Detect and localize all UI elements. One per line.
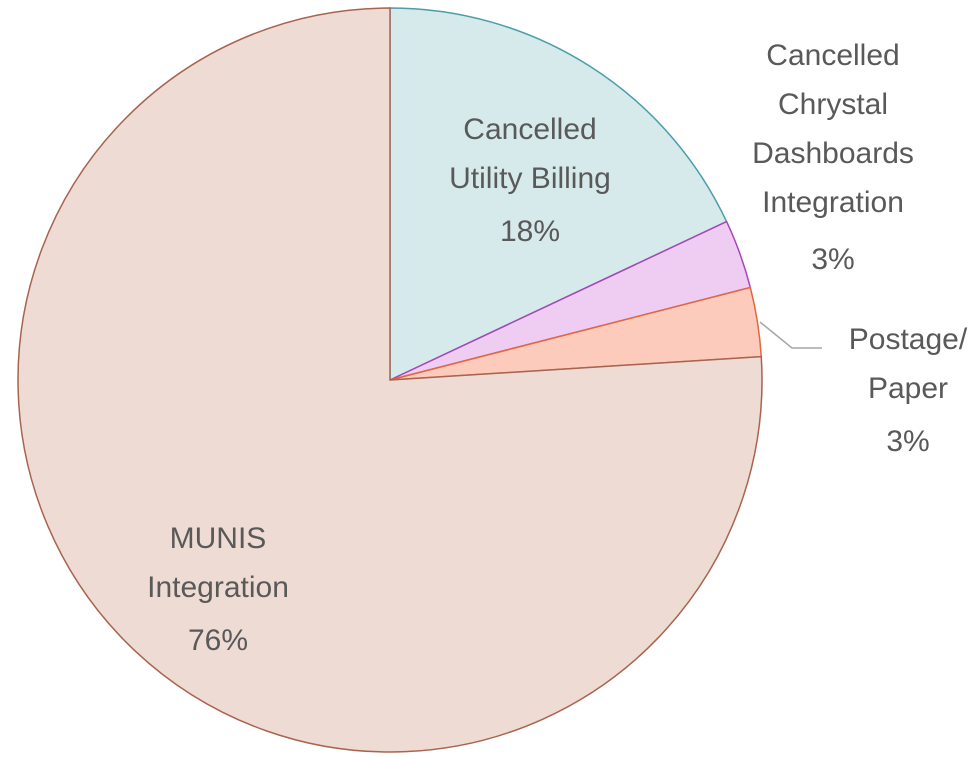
slice-label: MUNIS Integration (147, 522, 289, 604)
pie-slice (389, 7, 728, 382)
slice-label: Cancelled Utility Billing (449, 113, 611, 195)
leader-line (759, 321, 822, 349)
value-label: 18% (500, 215, 560, 248)
value-label: 3% (811, 243, 854, 276)
slice-label: Postage/Paper (849, 323, 968, 405)
value-label: 76% (188, 624, 248, 657)
slice-label: Cancelled Chrystal Dashboards Integration (752, 39, 914, 219)
pie-slice (17, 7, 763, 753)
value-label: 3% (886, 425, 929, 458)
